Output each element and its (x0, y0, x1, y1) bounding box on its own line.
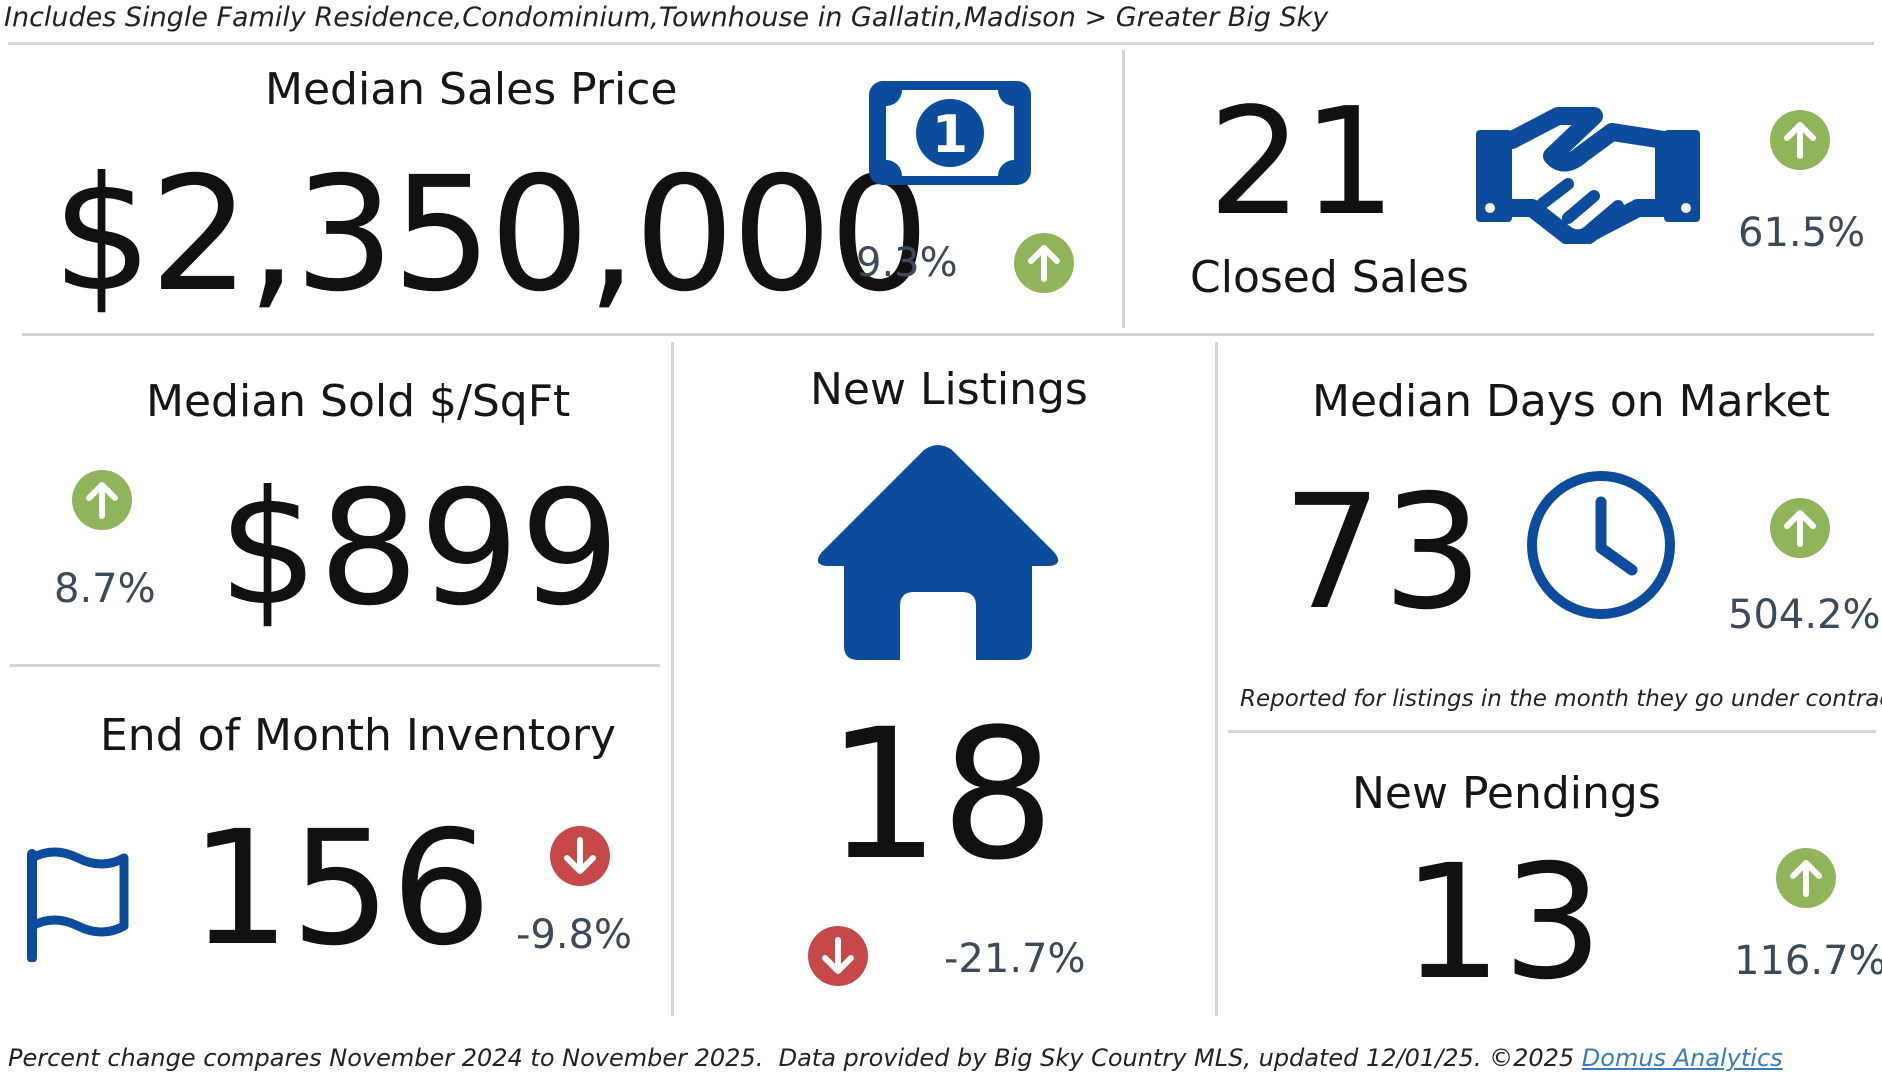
inventory-title: End of Month Inventory (100, 710, 617, 761)
divider-top (8, 42, 1874, 45)
new-pendings-value: 13 (1402, 831, 1604, 1015)
median-sold-sqft-change: 8.7% (54, 566, 156, 612)
new-listings-value: 18 (826, 691, 1056, 900)
up-arrow-icon (1014, 233, 1074, 293)
svg-text:1: 1 (932, 105, 968, 165)
down-arrow-icon (808, 926, 868, 986)
median-sold-sqft-title: Median Sold $/SqFt (146, 376, 571, 427)
closed-sales-value: 21 (1208, 76, 1397, 248)
median-sales-price-value: $2,350,000 (52, 143, 930, 327)
divider-right-mid (1228, 730, 1876, 733)
footer-text: Percent change compares November 2024 to… (8, 1044, 1582, 1072)
closed-sales-change: 61.5% (1738, 210, 1866, 256)
new-listings-title: New Listings (810, 364, 1088, 415)
days-on-market-title: Median Days on Market (1312, 376, 1830, 427)
up-arrow-icon (1770, 498, 1830, 558)
divider-right-col (1215, 342, 1218, 1016)
domus-analytics-link[interactable]: Domus Analytics (1581, 1044, 1783, 1072)
divider-row1 (22, 333, 1874, 336)
up-arrow-icon (1776, 848, 1836, 908)
closed-sales-title: Closed Sales (1190, 252, 1469, 303)
clock-icon (1526, 470, 1676, 620)
up-arrow-icon (1770, 110, 1830, 170)
handshake-icon (1472, 104, 1704, 248)
down-arrow-icon (550, 826, 610, 886)
up-arrow-icon (72, 470, 132, 530)
footer-note: Percent change compares November 2024 to… (8, 1044, 1783, 1072)
report-subtitle: Includes Single Family Residence,Condomi… (4, 2, 1329, 33)
median-sold-sqft-value: $899 (218, 457, 621, 641)
new-listings-change: -21.7% (944, 936, 1086, 982)
flag-icon (24, 846, 130, 963)
days-on-market-note: Reported for listings in the month they … (1240, 686, 1882, 712)
days-on-market-value: 73 (1282, 461, 1484, 645)
divider-top-vertical (1122, 50, 1125, 328)
inventory-change: -9.8% (516, 912, 633, 958)
new-pendings-title: New Pendings (1352, 768, 1661, 819)
median-sales-price-change: 9.3% (856, 240, 958, 286)
inventory-value: 156 (190, 797, 492, 981)
new-pendings-change: 116.7% (1734, 938, 1882, 984)
dollar-bill-icon: 1 (864, 76, 1036, 190)
divider-left-col (671, 342, 674, 1016)
days-on-market-change: 504.2% (1728, 592, 1881, 638)
median-sales-price-title: Median Sales Price (265, 64, 678, 115)
divider-left-mid (10, 664, 660, 667)
house-icon (814, 442, 1062, 662)
